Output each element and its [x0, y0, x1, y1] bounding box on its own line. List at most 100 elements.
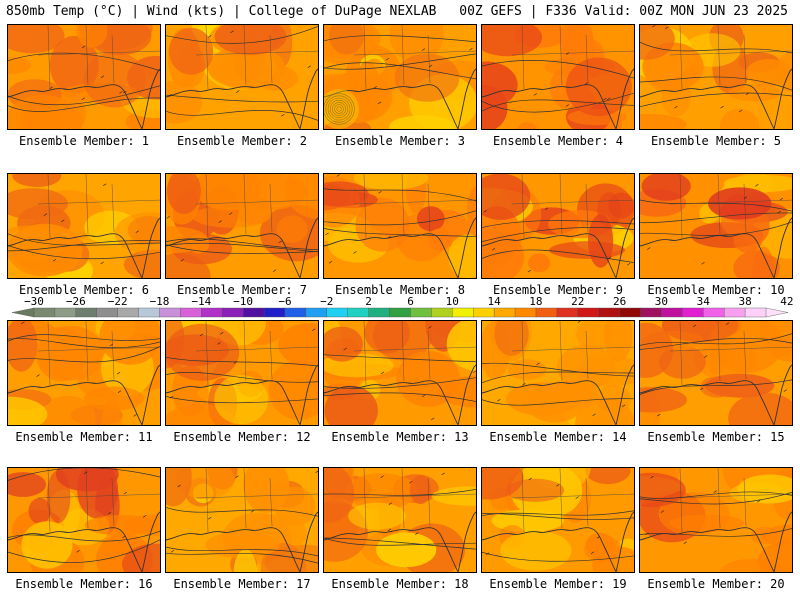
- colorbar-swatch: [473, 307, 495, 318]
- temperature-map: [324, 25, 476, 129]
- ensemble-member-map: [165, 173, 319, 279]
- ensemble-member-label: Ensemble Member: 4: [492, 134, 624, 148]
- ensemble-member-label: Ensemble Member: 16: [15, 577, 153, 591]
- colorbar-tick-label: −6: [278, 295, 292, 308]
- ensemble-member-map: [639, 467, 793, 573]
- colorbar-swatch: [347, 307, 370, 318]
- ensemble-member-map: [323, 320, 477, 426]
- colorbar-swatch: [326, 307, 349, 318]
- colorbar-tick-label: 14: [487, 295, 501, 308]
- colorbar-swatch: [242, 307, 265, 318]
- temperature-map: [482, 321, 634, 425]
- ensemble-member-label: Ensemble Member: 13: [331, 430, 469, 444]
- temperature-map: [324, 321, 476, 425]
- colorbar-scale: [11, 307, 789, 318]
- colorbar-right-arrow: [765, 307, 789, 318]
- temperature-map: [640, 174, 792, 278]
- ensemble-member-label: Ensemble Member: 20: [647, 577, 785, 591]
- colorbar-swatch: [598, 307, 621, 318]
- ensemble-member-label: Ensemble Member: 10: [647, 283, 785, 297]
- ensemble-member-map: [165, 24, 319, 130]
- colorbar-swatch: [514, 307, 537, 318]
- ensemble-member-map: [7, 24, 161, 130]
- temperature-map: [166, 468, 318, 572]
- ensemble-member-label: Ensemble Member: 5: [650, 134, 782, 148]
- temperature-map: [640, 468, 792, 572]
- ensemble-member-label: Ensemble Member: 3: [334, 134, 466, 148]
- temperature-map: [324, 174, 476, 278]
- colorbar-tick-label: −22: [107, 295, 128, 308]
- chart-title-left: 850mb Temp (°C) | Wind (kts) | College o…: [6, 4, 437, 19]
- colorbar-tick-label: 22: [571, 295, 585, 308]
- temperature-map: [8, 25, 160, 129]
- colorbar-tick-label: 42: [780, 295, 794, 308]
- colorbar-tick-label: −2: [320, 295, 334, 308]
- colorbar-swatch: [201, 307, 223, 318]
- colorbar-tick-label: 10: [445, 295, 459, 308]
- colorbar-swatch: [284, 307, 307, 318]
- colorbar-swatch: [661, 307, 683, 318]
- colorbar-swatch: [577, 307, 600, 318]
- colorbar-tick-label: 30: [654, 295, 669, 308]
- colorbar-tick-label: −26: [65, 295, 86, 308]
- temperature-map: [166, 25, 318, 129]
- chart-title-right: 00Z GEFS | F336 Valid: 00Z MON JUN 23 20…: [459, 4, 788, 19]
- ensemble-member-map: [323, 467, 477, 573]
- ensemble-member-map: [7, 173, 161, 279]
- ensemble-member-map: [323, 173, 477, 279]
- ensemble-member-map: [323, 24, 477, 130]
- colorbar-swatch: [556, 307, 579, 318]
- colorbar-swatch: [493, 307, 516, 318]
- temperature-map: [166, 321, 318, 425]
- ensemble-member-label: Ensemble Member: 17: [173, 577, 311, 591]
- ensemble-member-map: [165, 467, 319, 573]
- colorbar-left-arrow: [11, 307, 35, 318]
- ensemble-member-map: [639, 24, 793, 130]
- ensemble-member-map: [481, 467, 635, 573]
- ensemble-member-label: Ensemble Member: 7: [176, 283, 308, 297]
- colorbar-swatch: [117, 307, 140, 318]
- colorbar-swatch: [431, 307, 453, 318]
- colorbar-tick-label: 38: [738, 295, 752, 308]
- ensemble-member-label: Ensemble Member: 15: [647, 430, 785, 444]
- colorbar-swatch: [263, 307, 286, 318]
- colorbar-swatch: [410, 307, 432, 318]
- temperature-map: [324, 468, 476, 572]
- colorbar-swatch: [723, 307, 746, 318]
- colorbar-swatch: [389, 307, 411, 318]
- temperature-colorbar: −30 −26 −22 −18 −14 −10 −6 −2 2 6 10 14 18 22 26 30 34 38…: [0, 295, 800, 325]
- ensemble-member-label: Ensemble Member: 14: [489, 430, 627, 444]
- colorbar-swatch: [222, 307, 244, 318]
- colorbar-swatch: [682, 307, 704, 318]
- colorbar-tick-label: −10: [233, 295, 254, 308]
- colorbar-tick-label: 34: [696, 295, 710, 308]
- colorbar-swatch: [452, 307, 474, 318]
- temperature-map: [640, 25, 792, 129]
- ensemble-member-label: Ensemble Member: 11: [15, 430, 153, 444]
- colorbar-tick-label: 26: [612, 295, 627, 308]
- ensemble-member-label: Ensemble Member: 19: [489, 577, 627, 591]
- temperature-map: [482, 174, 634, 278]
- colorbar-tick-label: −14: [191, 295, 212, 308]
- colorbar-tick-label: 6: [407, 295, 414, 308]
- colorbar-swatch: [33, 307, 56, 318]
- ensemble-member-map: [481, 173, 635, 279]
- colorbar-tick-label: −30: [24, 295, 44, 308]
- colorbar-tick-label: 2: [365, 295, 372, 308]
- colorbar-swatch: [180, 307, 202, 318]
- temperature-map: [8, 321, 160, 425]
- temperature-map: [8, 174, 160, 278]
- ensemble-member-map: [481, 24, 635, 130]
- colorbar-swatch: [54, 307, 77, 318]
- ensemble-member-label: Ensemble Member: 8: [334, 283, 466, 297]
- ensemble-member-label: Ensemble Member: 2: [176, 134, 308, 148]
- colorbar-swatch: [368, 307, 391, 318]
- colorbar-swatch: [159, 307, 181, 318]
- ensemble-member-map: [639, 320, 793, 426]
- temperature-map: [482, 25, 634, 129]
- ensemble-member-label: Ensemble Member: 1: [18, 134, 150, 148]
- colorbar-swatch: [305, 307, 328, 318]
- ensemble-member-label: Ensemble Member: 12: [173, 430, 311, 444]
- colorbar-swatch: [535, 307, 558, 318]
